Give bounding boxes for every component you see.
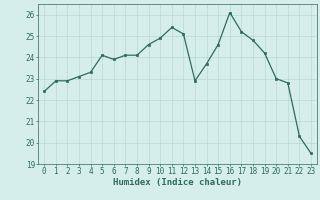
X-axis label: Humidex (Indice chaleur): Humidex (Indice chaleur) — [113, 178, 242, 187]
